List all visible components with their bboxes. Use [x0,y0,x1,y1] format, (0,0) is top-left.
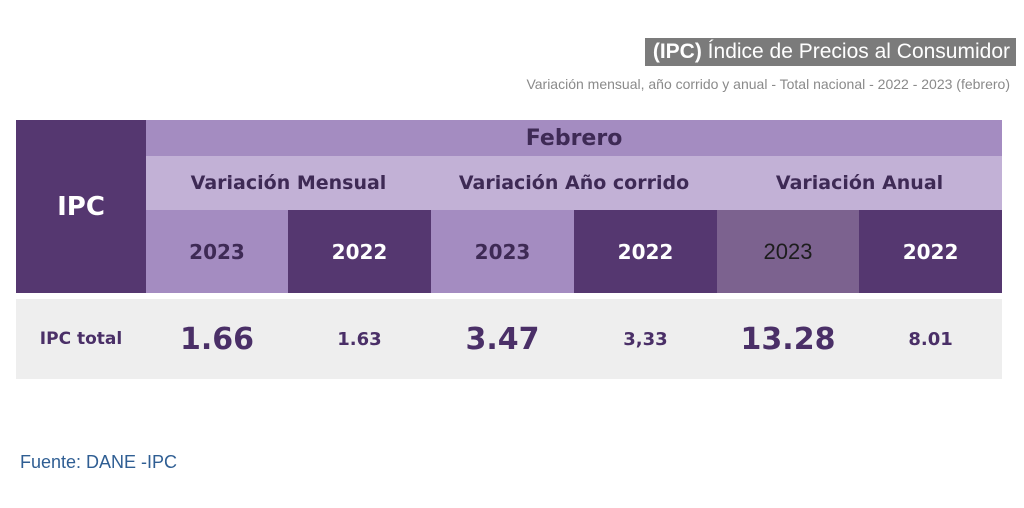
value-ano-corrido-2023: 3.47 [431,299,574,379]
ipc-table: IPC Febrero Variación Mensual Variación … [16,120,1003,379]
year-header-anual-2023: 2023 [717,210,859,293]
title-text: Índice de Precios al Consumidor [701,40,1010,63]
header-row-month: IPC Febrero [16,120,1003,293]
value-anual-2022: 8.01 [859,299,1003,379]
title-bar: (IPC) Índice de Precios al Consumidor [644,38,1016,66]
page-subtitle: Variación mensual, año corrido y anual -… [526,76,1010,92]
group-header-anual: Variación Anual [717,156,1003,210]
table-row: IPC total 1.66 1.63 3.47 3,33 13.28 8.01 [16,299,1003,379]
value-ano-corrido-2022: 3,33 [574,299,717,379]
year-header-ano-corrido-2023: 2023 [431,210,574,293]
month-header: Febrero [146,120,1003,156]
year-header-mensual-2022: 2022 [288,210,431,293]
year-header-anual-2022: 2022 [859,210,1003,293]
spacer-row [16,293,1003,299]
group-header-ano-corrido: Variación Año corrido [431,156,717,210]
group-header-mensual: Variación Mensual [146,156,431,210]
value-mensual-2022: 1.63 [288,299,431,379]
header-row-years: 2023 2022 2023 2022 2023 2022 [16,210,1003,293]
title-acronym: (IPC) [652,40,702,63]
page-title: (IPC) Índice de Precios al Consumidor [644,38,1016,66]
year-header-ano-corrido-2022: 2022 [574,210,717,293]
row-label: IPC total [16,299,146,379]
year-header-mensual-2023: 2023 [146,210,288,293]
spacer-cell [16,293,1003,299]
ipc-header-cell: IPC [16,120,146,293]
value-mensual-2023: 1.66 [146,299,288,379]
header-row-groups: Variación Mensual Variación Año corrido … [16,156,1003,210]
source-note: Fuente: DANE -IPC [20,452,178,472]
value-anual-2023: 13.28 [717,299,859,379]
